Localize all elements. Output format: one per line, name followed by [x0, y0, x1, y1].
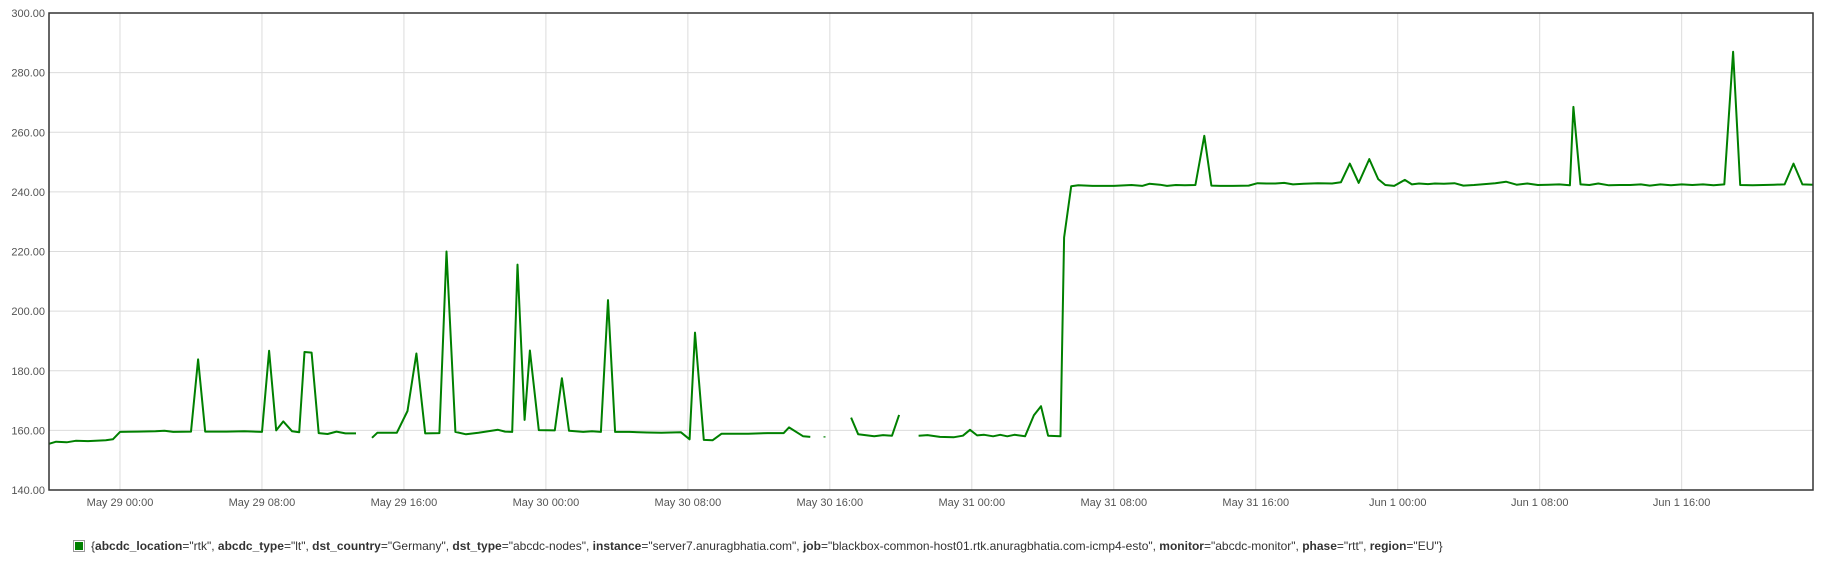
x-tick-label: May 31 08:00: [1080, 497, 1147, 509]
legend-label-value: ="blackbox-common-host01.rtk.anuragbhati…: [820, 539, 1160, 553]
x-tick-label: Jun 1 08:00: [1511, 497, 1569, 509]
legend-label-value: ="abcdc-monitor",: [1203, 539, 1303, 553]
y-tick-label: 300.00: [11, 8, 45, 20]
legend-label-key: abcdc_type: [217, 539, 284, 553]
grid-lines: [49, 12, 1813, 491]
legend-label-key: abcdc_location: [95, 539, 183, 553]
legend-label-value: ="EU": [1406, 539, 1439, 553]
x-tick-label: May 31 16:00: [1222, 497, 1289, 509]
legend-label-value: ="abcdc-nodes",: [501, 539, 593, 553]
legend-label-key: instance: [592, 539, 642, 553]
legend-label-value: ="rtt",: [1336, 539, 1370, 553]
legend-label: {abcdc_location="rtk", abcdc_type="lt", …: [91, 539, 1443, 553]
legend-swatch[interactable]: [73, 540, 85, 552]
legend[interactable]: {abcdc_location="rtk", abcdc_type="lt", …: [73, 539, 1443, 553]
legend-label-value: ="rtk",: [182, 539, 218, 553]
legend-open-brace: {: [91, 539, 96, 553]
legend-label-key: monitor: [1159, 539, 1204, 553]
x-tick-label: May 29 16:00: [371, 497, 438, 509]
y-tick-label: 240.00: [11, 187, 45, 199]
y-axis-ticks: 140.00 160.00 180.00 200.00 220.00 240.00 260.…: [11, 8, 45, 497]
legend-label-key: job: [802, 539, 821, 553]
x-tick-label: Jun 1 16:00: [1653, 497, 1711, 509]
series-lines: [48, 50, 1814, 445]
y-tick-label: 200.00: [11, 306, 45, 318]
legend-label-value: ="lt",: [283, 539, 313, 553]
legend-label-key: dst_type: [452, 539, 502, 553]
legend-close-brace: }: [1438, 539, 1443, 553]
series-line-segment: [48, 349, 356, 445]
y-tick-label: 260.00: [11, 127, 45, 139]
series-line-segment: [918, 50, 1814, 439]
series-color-box: [75, 542, 83, 550]
y-tick-label: 140.00: [11, 485, 45, 497]
legend-pairs: abcdc_location="rtk", abcdc_type="lt", d…: [95, 539, 1439, 553]
x-tick-label: May 30 16:00: [797, 497, 864, 509]
legend-label-key: phase: [1302, 539, 1337, 553]
legend-label-value: ="server7.anuragbhatia.com",: [641, 539, 803, 553]
plot-frame: [48, 12, 1814, 491]
y-tick-label: 280.00: [11, 68, 45, 80]
x-tick-label: May 29 00:00: [87, 497, 154, 509]
legend-label-value: ="Germany",: [380, 539, 453, 553]
series-line-segment: [850, 414, 901, 438]
legend-label-key: region: [1369, 539, 1407, 553]
x-tick-label: May 31 00:00: [938, 497, 1005, 509]
x-tick-label: May 30 00:00: [513, 497, 580, 509]
x-axis-ticks: May 29 00:00 May 29 08:00 May 29 16:00 May …: [87, 497, 1711, 509]
x-tick-label: Jun 1 00:00: [1369, 497, 1427, 509]
y-tick-label: 180.00: [11, 366, 45, 378]
y-tick-label: 160.00: [11, 425, 45, 437]
x-tick-label: May 30 08:00: [655, 497, 722, 509]
x-tick-label: May 29 08:00: [229, 497, 296, 509]
legend-label-key: dst_country: [312, 539, 381, 553]
y-tick-label: 220.00: [11, 247, 45, 259]
series-line-segment: [371, 250, 811, 442]
